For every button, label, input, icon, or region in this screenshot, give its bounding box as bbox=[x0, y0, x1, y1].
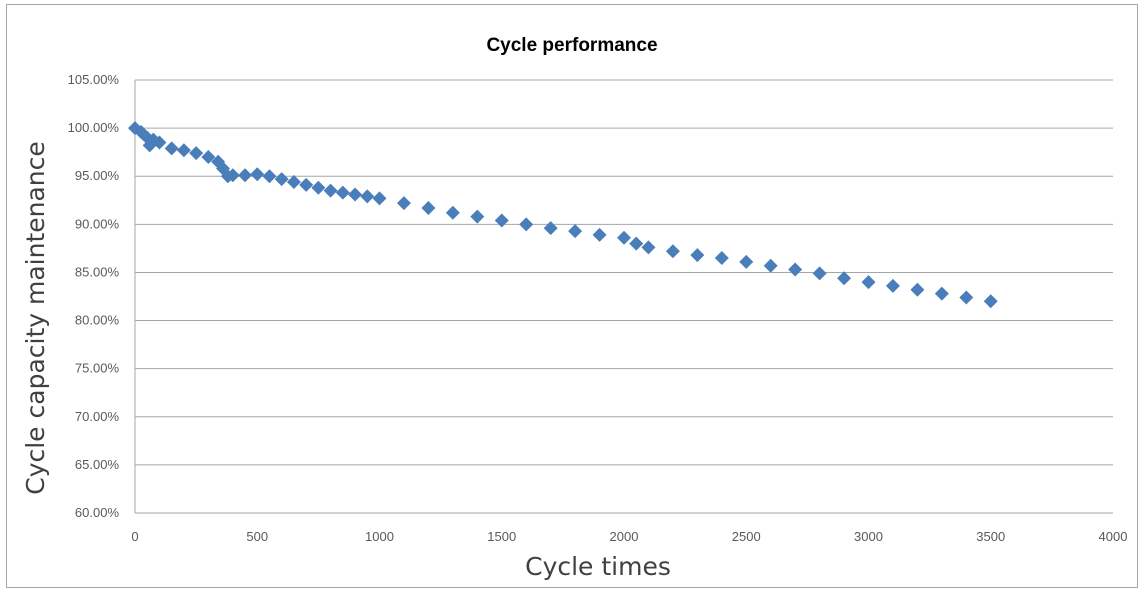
data-point bbox=[739, 254, 754, 269]
data-point bbox=[641, 240, 656, 255]
data-point bbox=[592, 227, 607, 242]
data-points bbox=[128, 121, 998, 309]
data-point bbox=[910, 282, 925, 297]
data-point bbox=[788, 262, 803, 277]
data-point bbox=[396, 196, 411, 211]
data-point bbox=[568, 224, 583, 239]
x-axis-ticks: 0 500 1000 1500 2000 2500 3000 3500 4000 bbox=[131, 529, 1127, 544]
data-point bbox=[421, 200, 436, 215]
data-point bbox=[201, 149, 216, 164]
data-point bbox=[812, 266, 827, 281]
data-point bbox=[861, 275, 876, 290]
data-point bbox=[164, 141, 179, 156]
data-point bbox=[629, 236, 644, 251]
data-point bbox=[470, 209, 485, 224]
gridlines bbox=[135, 79, 1113, 466]
chart-title: Cycle performance bbox=[486, 35, 657, 56]
y-tick-label: 70.00% bbox=[75, 409, 120, 424]
data-point bbox=[250, 167, 265, 182]
y-tick-label: 100.00% bbox=[68, 120, 120, 135]
data-point bbox=[763, 258, 778, 273]
axes bbox=[134, 80, 1113, 514]
data-point bbox=[837, 271, 852, 286]
data-point bbox=[335, 185, 350, 200]
data-point bbox=[152, 135, 167, 150]
x-tick-label: 3500 bbox=[976, 529, 1005, 544]
data-point bbox=[934, 286, 949, 301]
data-point bbox=[274, 172, 289, 187]
y-tick-label: 75.00% bbox=[75, 361, 120, 376]
data-point bbox=[714, 251, 729, 266]
data-point bbox=[225, 168, 240, 183]
data-point bbox=[959, 290, 974, 305]
data-point bbox=[286, 174, 301, 189]
x-tick-label: 0 bbox=[131, 529, 138, 544]
y-tick-label: 90.00% bbox=[75, 216, 120, 231]
y-axis-title: Cycle capacity maintenance bbox=[21, 141, 50, 495]
data-point bbox=[311, 180, 326, 195]
x-tick-label: 2000 bbox=[610, 529, 639, 544]
y-tick-label: 105.00% bbox=[68, 72, 120, 87]
data-point bbox=[299, 177, 314, 192]
y-tick-label: 80.00% bbox=[75, 313, 120, 328]
y-tick-label: 60.00% bbox=[75, 505, 120, 520]
x-tick-label: 1000 bbox=[365, 529, 394, 544]
data-point bbox=[519, 217, 534, 232]
data-point bbox=[262, 169, 277, 184]
data-point bbox=[372, 191, 387, 206]
data-point bbox=[238, 168, 253, 183]
data-point bbox=[543, 221, 558, 236]
x-tick-label: 4000 bbox=[1099, 529, 1128, 544]
data-point bbox=[885, 278, 900, 293]
data-point bbox=[348, 187, 363, 202]
data-point bbox=[665, 244, 680, 259]
x-tick-label: 1500 bbox=[487, 529, 516, 544]
chart-frame bbox=[6, 4, 1138, 588]
data-point bbox=[690, 248, 705, 263]
x-tick-label: 500 bbox=[246, 529, 268, 544]
y-tick-label: 85.00% bbox=[75, 264, 120, 279]
y-axis-ticks: 60.00% 65.00% 70.00% 75.00% 80.00% 85.00% 90.0… bbox=[68, 72, 120, 520]
y-tick-label: 65.00% bbox=[75, 457, 120, 472]
data-point bbox=[323, 183, 338, 198]
data-point bbox=[983, 294, 998, 309]
data-point bbox=[176, 143, 191, 158]
data-point bbox=[617, 230, 631, 245]
data-point bbox=[360, 189, 375, 204]
x-tick-label: 2500 bbox=[732, 529, 761, 544]
y-tick-label: 95.00% bbox=[75, 168, 120, 183]
data-point bbox=[494, 213, 509, 228]
data-point bbox=[445, 205, 460, 220]
x-tick-label: 3000 bbox=[854, 529, 883, 544]
data-point bbox=[189, 146, 204, 161]
x-axis-title: Cycle times bbox=[525, 552, 671, 581]
